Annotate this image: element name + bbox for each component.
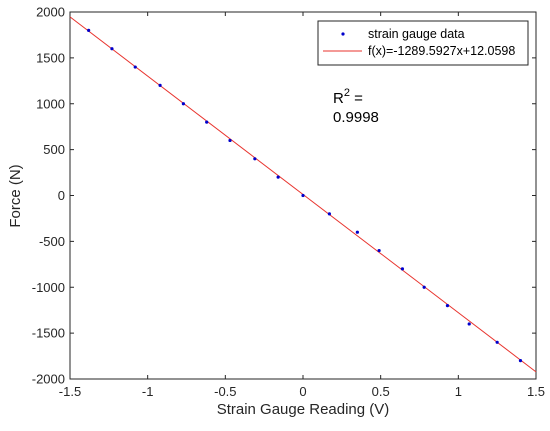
- legend-label-fit: f(x)=-1289.5927x+12.0598: [368, 44, 515, 58]
- data-point: [301, 193, 305, 198]
- y-tick-label: 0: [58, 188, 65, 203]
- data-point: [467, 322, 471, 326]
- data-point: [422, 285, 426, 289]
- data-point: [158, 83, 162, 87]
- r-label: R: [333, 90, 344, 107]
- svg-text:R2 =: R2 =: [333, 87, 363, 107]
- x-tick-label: 0: [299, 384, 306, 399]
- r-squared-annotation: R2 = 0.9998: [333, 87, 379, 126]
- x-tick-label: -1: [142, 384, 154, 399]
- y-tick-label: -1000: [32, 280, 65, 295]
- data-point: [377, 248, 381, 253]
- y-tick-label: 1500: [36, 50, 65, 65]
- r-squared-value: 0.9998: [333, 109, 379, 126]
- data-point: [276, 175, 280, 179]
- x-tick-label: 1.5: [527, 384, 545, 399]
- legend-label-data: strain gauge data: [368, 27, 465, 41]
- data-point: [327, 212, 332, 216]
- data-point: [110, 47, 114, 51]
- x-tick-label: 1: [455, 384, 462, 399]
- y-tick-label: -1500: [32, 326, 65, 341]
- data-point: [133, 65, 137, 69]
- data-point: [205, 120, 209, 124]
- legend-marker-data: [341, 32, 345, 36]
- r-equals: =: [350, 90, 363, 107]
- y-tick-label: 2000: [36, 5, 65, 20]
- x-tick-label: -1.5: [59, 384, 81, 399]
- data-point: [518, 359, 523, 363]
- x-tick-label: -0.5: [214, 384, 236, 399]
- x-ticks: -1.5 -1 -0.5 0 0.5 1 1.5: [59, 12, 545, 399]
- data-point: [181, 102, 185, 106]
- y-tick-label: 1000: [36, 96, 65, 111]
- legend-box: [317, 20, 529, 66]
- data-point: [400, 267, 405, 271]
- data-point: [355, 230, 359, 234]
- data-point: [495, 340, 499, 344]
- y-tick-label: -500: [39, 234, 65, 249]
- data-points-layer: [87, 28, 523, 363]
- x-axis-title: Strain Gauge Reading (V): [217, 401, 390, 418]
- data-point: [253, 157, 257, 161]
- y-tick-label: -2000: [32, 372, 65, 387]
- x-tick-label: 0.5: [372, 384, 390, 399]
- data-point: [87, 28, 91, 32]
- y-tick-label: 500: [43, 142, 65, 157]
- data-point: [445, 304, 450, 308]
- y-axis-title: Force (N): [7, 164, 24, 227]
- legend: strain gauge data f(x)=-1289.5927x+12.05…: [317, 20, 529, 66]
- y-ticks: -2000 -1500 -1000 -500 0 500 1000 1500 2000: [32, 5, 536, 387]
- data-point: [228, 138, 232, 143]
- r-superscript: 2: [344, 87, 350, 99]
